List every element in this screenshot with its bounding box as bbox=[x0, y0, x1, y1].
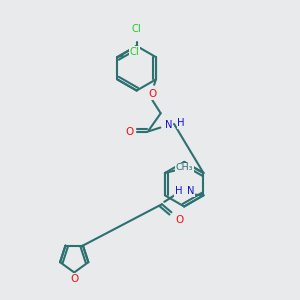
Text: N: N bbox=[187, 186, 194, 196]
Text: O: O bbox=[70, 274, 78, 284]
Text: N: N bbox=[165, 120, 172, 130]
Text: O: O bbox=[148, 89, 157, 99]
Text: H: H bbox=[177, 118, 185, 128]
Text: H: H bbox=[175, 187, 183, 196]
Text: Cl: Cl bbox=[132, 24, 142, 34]
Text: Cl: Cl bbox=[130, 47, 140, 57]
Text: O: O bbox=[175, 215, 183, 225]
Text: O: O bbox=[125, 127, 134, 137]
Text: CH₃: CH₃ bbox=[176, 164, 193, 172]
